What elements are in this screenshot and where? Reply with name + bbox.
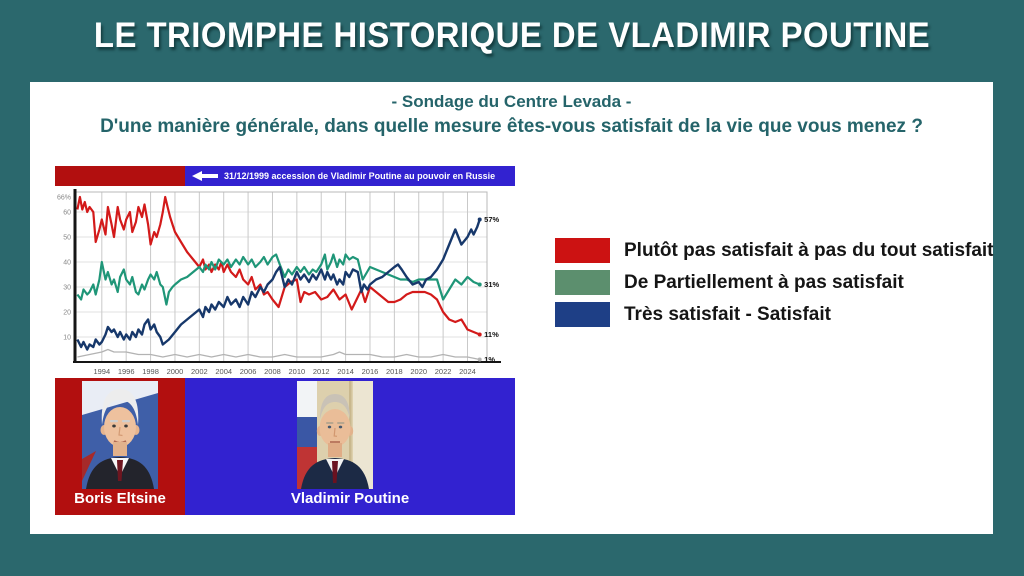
series-end-label: 57% bbox=[484, 215, 499, 224]
legend-swatch bbox=[555, 302, 610, 327]
legend-label: De Partiellement à pas satisfait bbox=[624, 271, 904, 293]
series-end-dot bbox=[477, 282, 482, 287]
x-tick-label: 2010 bbox=[289, 367, 306, 376]
legend-item-1: De Partiellement à pas satisfait bbox=[555, 270, 994, 295]
series-end-dot bbox=[477, 332, 482, 337]
x-tick-label: 2016 bbox=[362, 367, 379, 376]
content-card: - Sondage du Centre Levada - D'une maniè… bbox=[30, 82, 994, 534]
eltsine-era-bar bbox=[55, 166, 185, 186]
legend-item-2: Très satisfait - Satisfait bbox=[555, 302, 994, 327]
y-tick-label: 20 bbox=[63, 310, 71, 317]
leaders-block: Boris Eltsine bbox=[55, 378, 515, 515]
x-tick-label: 2024 bbox=[459, 367, 476, 376]
x-tick-label: 1998 bbox=[142, 367, 159, 376]
series-end-label: 31% bbox=[484, 280, 499, 289]
poll-source-line: - Sondage du Centre Levada - bbox=[391, 92, 632, 111]
x-tick-label: 2000 bbox=[167, 367, 184, 376]
x-tick-label: 2022 bbox=[435, 367, 452, 376]
y-tick-label: 30 bbox=[63, 285, 71, 292]
y-tick-label: 10 bbox=[63, 335, 71, 342]
eltsine-name: Boris Eltsine bbox=[74, 490, 166, 507]
poutine-section: Vladimir Poutine bbox=[185, 378, 515, 515]
x-tick-label: 2012 bbox=[313, 367, 330, 376]
x-tick-label: 2014 bbox=[337, 367, 354, 376]
left-arrow-icon bbox=[192, 171, 218, 181]
series-line bbox=[76, 195, 481, 336]
x-tick-label: 2020 bbox=[410, 367, 427, 376]
x-tick-label: 2004 bbox=[215, 367, 232, 376]
series-end-label: 1% bbox=[484, 355, 495, 364]
x-tick-label: 2008 bbox=[264, 367, 281, 376]
page-title: LE TRIOMPHE HISTORIQUE DE VLADIMIR POUTI… bbox=[93, 16, 931, 55]
chart-annotation-bar: 31/12/1999 accession de Vladimir Poutine… bbox=[55, 166, 515, 186]
legend-label: Plutôt pas satisfait à pas du tout satis… bbox=[624, 239, 994, 261]
legend-swatch bbox=[555, 238, 610, 263]
vladimir-poutine-photo bbox=[297, 381, 373, 489]
series-line bbox=[77, 348, 480, 361]
chart-block: 31/12/1999 accession de Vladimir Poutine… bbox=[55, 166, 515, 378]
poll-question: D'une manière générale, dans quelle mesu… bbox=[100, 116, 923, 137]
putin-era-bar: 31/12/1999 accession de Vladimir Poutine… bbox=[185, 166, 515, 186]
poutine-name: Vladimir Poutine bbox=[290, 490, 410, 507]
x-tick-label: 2002 bbox=[191, 367, 208, 376]
y-tick-label: 60 bbox=[63, 210, 71, 217]
y-tick-label: 40 bbox=[63, 260, 71, 267]
series-line bbox=[76, 253, 481, 306]
chart-annotation-text: 31/12/1999 accession de Vladimir Poutine… bbox=[224, 171, 496, 181]
y-tick-label: 66% bbox=[57, 195, 71, 202]
y-tick-label: 50 bbox=[63, 235, 71, 242]
series-end-label: 11% bbox=[484, 330, 499, 339]
series-line bbox=[76, 219, 481, 351]
legend-label: Très satisfait - Satisfait bbox=[624, 303, 831, 325]
series-end-dot bbox=[477, 357, 482, 362]
series-end-dot bbox=[477, 217, 482, 222]
chart-legend: Plutôt pas satisfait à pas du tout satis… bbox=[555, 238, 994, 327]
eltsine-section: Boris Eltsine bbox=[55, 378, 185, 515]
legend-swatch bbox=[555, 270, 610, 295]
x-tick-label: 2006 bbox=[240, 367, 257, 376]
legend-item-0: Plutôt pas satisfait à pas du tout satis… bbox=[555, 238, 994, 263]
x-tick-label: 1994 bbox=[93, 367, 110, 376]
x-tick-label: 1996 bbox=[118, 367, 135, 376]
boris-eltsine-photo bbox=[82, 381, 158, 489]
x-tick-label: 2018 bbox=[386, 367, 403, 376]
